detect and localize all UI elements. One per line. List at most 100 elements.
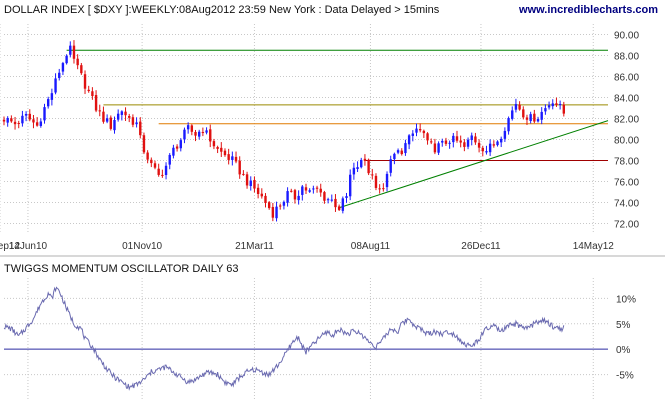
candle-body bbox=[216, 147, 219, 149]
candle-body bbox=[186, 125, 190, 130]
ind-y-tick-label: 10% bbox=[616, 294, 636, 305]
candle-down bbox=[216, 145, 219, 154]
candle-body bbox=[168, 154, 171, 165]
candle-body bbox=[293, 190, 297, 200]
candle-down bbox=[426, 132, 429, 145]
site-link[interactable]: www.incrediblecharts.com bbox=[518, 4, 658, 16]
candle-down bbox=[279, 203, 282, 210]
candle-body bbox=[87, 89, 90, 92]
candle-up bbox=[116, 109, 120, 122]
candle-down bbox=[522, 106, 525, 120]
candle-body bbox=[109, 117, 113, 129]
candle-up bbox=[411, 130, 415, 142]
candle-up bbox=[544, 104, 547, 115]
candle-down bbox=[212, 138, 216, 150]
candle-body bbox=[297, 195, 300, 201]
main-y-tick-label: 78.00 bbox=[614, 157, 639, 168]
main-y-tick-label: 86.00 bbox=[614, 73, 639, 84]
candle-up bbox=[231, 151, 234, 166]
candle-down bbox=[83, 70, 87, 95]
candle-up bbox=[558, 100, 562, 110]
candle-down bbox=[337, 204, 341, 211]
candle-down bbox=[175, 144, 179, 152]
candle-body bbox=[393, 153, 396, 160]
candle-up bbox=[282, 200, 286, 210]
candle-body bbox=[54, 78, 57, 93]
candle-body bbox=[183, 129, 186, 140]
candle-body bbox=[496, 141, 499, 146]
candle-up bbox=[301, 184, 304, 201]
candle-body bbox=[341, 198, 345, 211]
candle-body bbox=[511, 110, 514, 119]
candle-down bbox=[430, 138, 433, 145]
candle-up bbox=[168, 153, 171, 170]
candle-down bbox=[253, 176, 256, 193]
candle-body bbox=[21, 115, 24, 124]
candle-up bbox=[197, 129, 201, 140]
candle-down bbox=[190, 124, 194, 136]
candle-up bbox=[275, 201, 278, 222]
candle-body bbox=[80, 65, 83, 74]
main-y-tick-label: 88.00 bbox=[614, 52, 639, 63]
candle-up bbox=[540, 107, 543, 125]
candle-body bbox=[197, 131, 201, 137]
candle-body bbox=[43, 107, 46, 121]
candle-body bbox=[474, 136, 477, 143]
candle-body bbox=[128, 116, 131, 118]
candle-body bbox=[562, 104, 566, 114]
candle-body bbox=[205, 130, 208, 133]
candle-up bbox=[385, 171, 389, 192]
candle-body bbox=[536, 119, 540, 122]
candle-down bbox=[142, 132, 146, 155]
candle-body bbox=[209, 129, 212, 142]
candle-down bbox=[474, 132, 477, 145]
candle-up bbox=[551, 99, 554, 110]
candle-body bbox=[488, 143, 492, 153]
candle-body bbox=[6, 117, 9, 123]
candle-up bbox=[186, 122, 190, 134]
candle-up bbox=[393, 152, 396, 165]
candle-body bbox=[455, 136, 459, 141]
candle-up bbox=[356, 161, 359, 173]
indicator-y-axis-labels: 10% 5% 0% -5% bbox=[616, 294, 636, 381]
candle-down bbox=[153, 160, 157, 170]
candle-body bbox=[304, 187, 308, 191]
candle-down bbox=[28, 109, 31, 122]
candle-body bbox=[139, 121, 142, 136]
candle-body bbox=[35, 122, 39, 126]
candle-up bbox=[50, 88, 54, 106]
candle-up bbox=[529, 111, 532, 124]
candle-down bbox=[562, 101, 566, 117]
candle-up bbox=[61, 61, 65, 76]
candle-down bbox=[492, 140, 496, 148]
candle-down bbox=[463, 139, 466, 152]
candle-body bbox=[175, 146, 179, 149]
candle-body bbox=[238, 160, 241, 175]
candle-body bbox=[411, 133, 415, 136]
candle-body bbox=[555, 103, 558, 105]
candle-down bbox=[146, 150, 149, 164]
main-x-axis-labels: 14Jun10 01Nov10 21Mar11 08Aug11 26Dec11 14May… bbox=[0, 241, 614, 252]
candle-body bbox=[61, 63, 65, 72]
main-y-tick-label: 90.00 bbox=[614, 31, 639, 42]
candle-down bbox=[91, 87, 94, 100]
candle-body bbox=[94, 95, 98, 111]
candle-body bbox=[164, 165, 168, 176]
candle-down bbox=[555, 97, 558, 107]
candle-down bbox=[363, 154, 367, 166]
candle-down bbox=[242, 170, 245, 176]
candle-down bbox=[371, 168, 374, 180]
candle-down bbox=[264, 193, 267, 208]
main-y-tick-label: 72.00 bbox=[614, 220, 639, 231]
candle-up bbox=[183, 127, 186, 144]
candle-body bbox=[179, 140, 182, 149]
candle-body bbox=[301, 186, 304, 195]
candle-up bbox=[297, 190, 300, 205]
candle-body bbox=[39, 121, 43, 126]
candle-up bbox=[164, 162, 168, 180]
candle-body bbox=[382, 188, 385, 190]
candle-down bbox=[382, 183, 385, 192]
candle-body bbox=[459, 140, 462, 143]
candle-body bbox=[153, 163, 157, 168]
candle-up bbox=[69, 41, 72, 58]
